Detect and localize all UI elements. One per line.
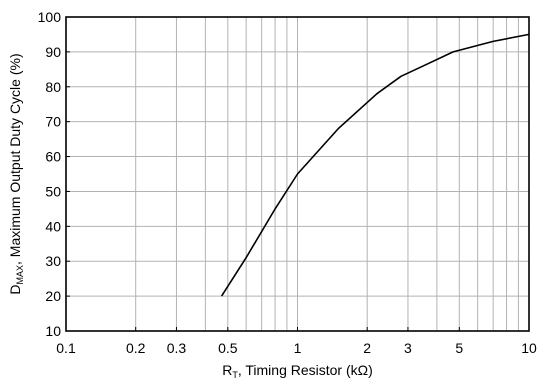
grid [66,17,529,331]
x-tick-label: 10 [521,340,537,356]
x-tick-label: 3 [404,340,412,356]
y-tick-label: 70 [45,114,61,130]
y-tick-label: 80 [45,79,61,95]
x-axis-label-prefix: R [222,362,232,378]
x-tick-label: 1 [294,340,302,356]
y-axis-label-suffix: , Maximum Output Duty Cycle (%) [7,53,23,265]
x-axis-label-subscript: T [232,370,238,380]
y-tick-label: 50 [45,183,61,199]
axis-ticks: 0.1 0.2 0.3 0.5 1 2 3 5 10 10 20 30 40 50 60 70 80 90 100 [38,9,537,356]
y-axis-label: DMAX, Maximum Output Duty Cycle (%) [7,53,25,294]
series-layer [220,33,530,297]
x-tick-label: 0.1 [56,340,76,356]
series-line-0 [220,33,530,297]
y-tick-label: 100 [38,9,62,25]
y-axis-label-prefix: D [7,285,23,295]
x-tick-label: 5 [455,340,463,356]
y-tick-label: 20 [45,288,61,304]
y-tick-label: 40 [45,218,61,234]
x-axis-label: RT, Timing Resistor (kΩ) [222,362,373,380]
y-tick-label: 30 [45,253,61,269]
y-tick-label: 90 [45,44,61,60]
x-tick-label: 2 [363,340,371,356]
x-tick-label: 0.2 [126,340,146,356]
x-tick-label: 0.5 [218,340,238,356]
y-tick-label: 60 [45,149,61,165]
y-axis-label-subscript: MAX [15,265,25,285]
x-tick-label: 0.3 [167,340,187,356]
y-tick-label: 10 [45,323,61,339]
x-axis-label-suffix: , Timing Resistor (kΩ) [238,362,373,378]
